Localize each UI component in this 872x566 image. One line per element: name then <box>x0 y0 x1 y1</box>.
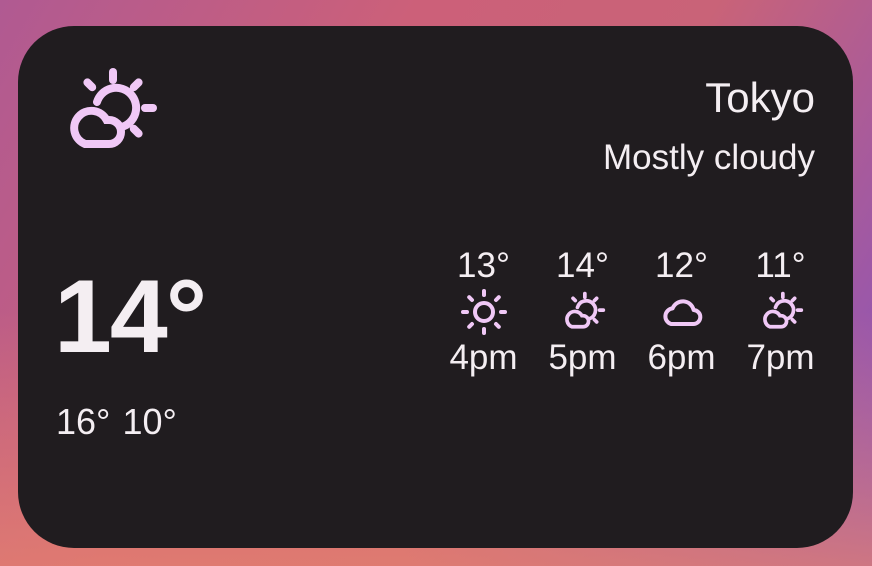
hourly-temp: 14° <box>556 246 609 285</box>
hourly-time: 7pm <box>746 338 815 377</box>
partly-cloudy-icon <box>762 291 803 329</box>
high-temperature: 16° <box>56 401 111 442</box>
cloud-icon <box>662 299 702 327</box>
hourly-item: 12° 6pm <box>632 246 731 378</box>
hourly-item: 13° 4pm <box>434 246 533 378</box>
city-name: Tokyo <box>705 74 815 121</box>
hourly-temp: 11° <box>755 246 806 285</box>
hourly-temp: 13° <box>457 246 510 285</box>
hourly-item: 11° 7pm <box>731 246 830 378</box>
hourly-time: 5pm <box>548 338 617 377</box>
current-temperature: 14° <box>54 259 207 375</box>
hourly-time: 6pm <box>647 338 716 377</box>
partly-cloudy-icon <box>564 291 605 329</box>
partly-cloudy-icon <box>56 64 162 160</box>
weather-widget[interactable]: Tokyo Mostly cloudy 14° 16° 10° 13° 4pm 1… <box>18 26 853 548</box>
hourly-time: 4pm <box>449 338 518 377</box>
condition-text: Mostly cloudy <box>602 138 815 177</box>
hourly-temp: 12° <box>655 246 708 285</box>
hourly-item: 14° 5pm <box>533 246 632 378</box>
sunny-icon <box>460 289 507 335</box>
high-low: 16° 10° <box>56 401 189 443</box>
low-temperature: 10° <box>122 401 177 442</box>
hourly-forecast: 13° 4pm 14° 5pm 12° 6pm 11° 7pm <box>434 246 830 378</box>
